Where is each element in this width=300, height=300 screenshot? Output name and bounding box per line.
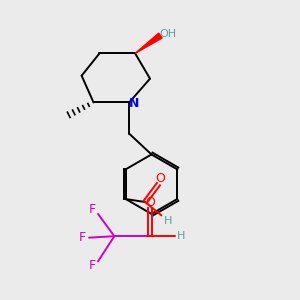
- Text: H: H: [164, 216, 172, 226]
- Text: O: O: [145, 196, 155, 208]
- Text: F: F: [79, 231, 86, 244]
- Text: F: F: [88, 260, 96, 272]
- Text: H: H: [176, 231, 185, 241]
- Text: O: O: [155, 172, 165, 185]
- Text: F: F: [88, 203, 96, 216]
- Polygon shape: [135, 33, 162, 53]
- Text: N: N: [129, 98, 140, 110]
- Text: OH: OH: [159, 29, 176, 39]
